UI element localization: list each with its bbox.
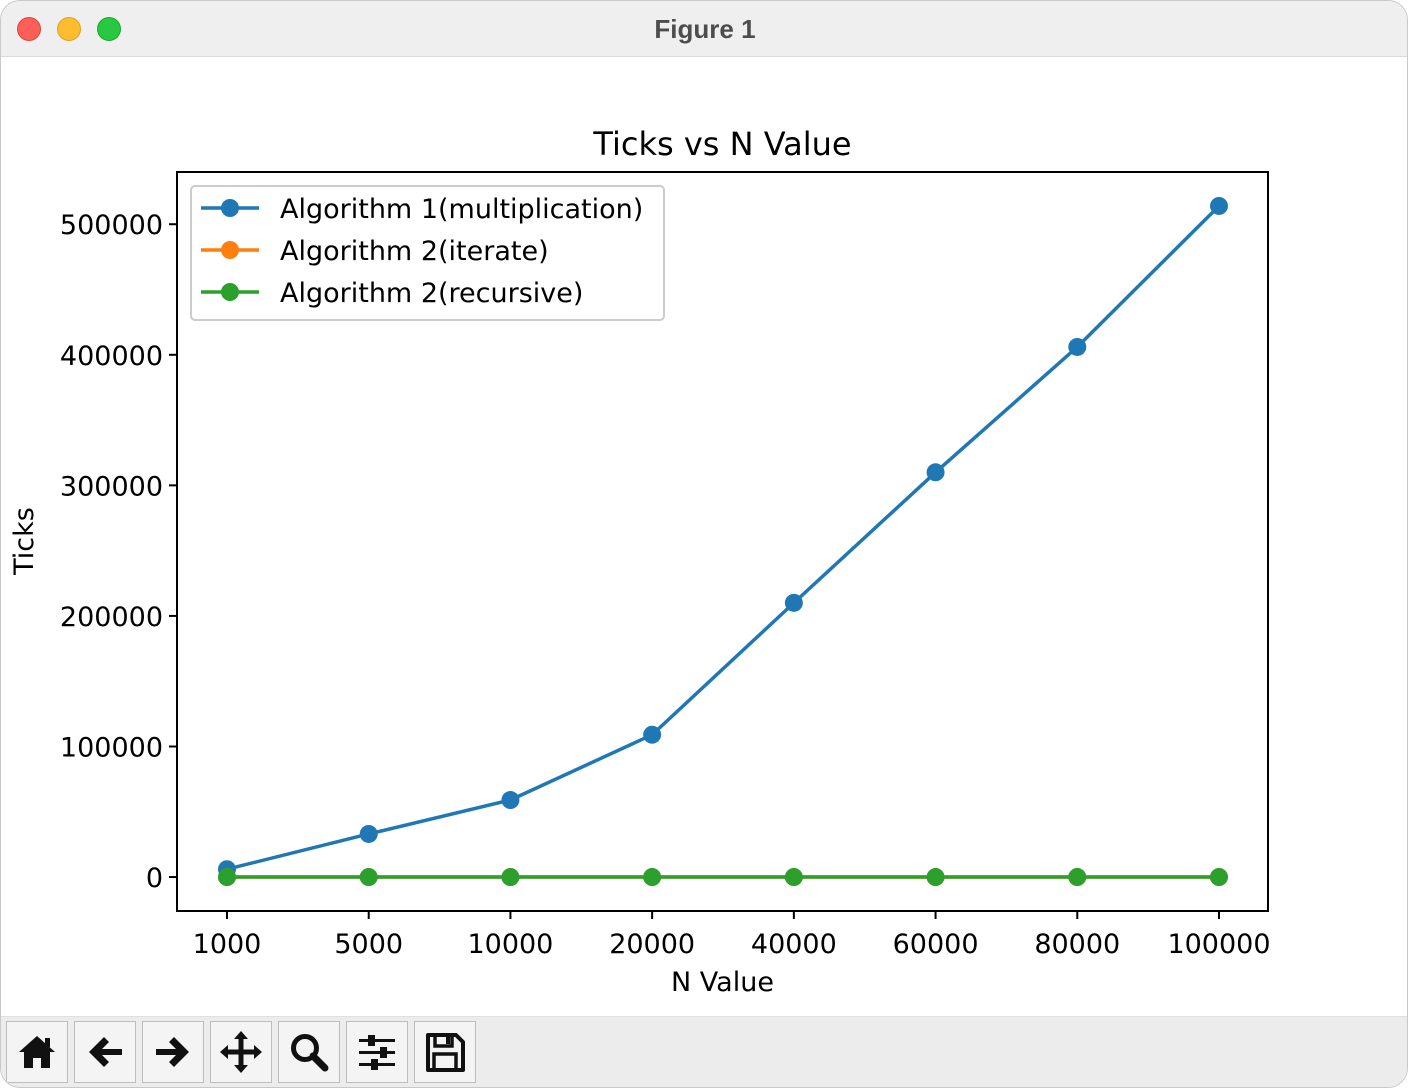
navigation-toolbar <box>1 1016 1407 1087</box>
y-tick-label: 200000 <box>60 602 163 633</box>
data-point <box>1210 868 1228 887</box>
y-tick-label: 0 <box>146 863 163 894</box>
line-chart: 1000 5000 10000 20000 40000 60000 80000 100000 … <box>9 125 1271 998</box>
pan-button[interactable] <box>210 1021 272 1083</box>
y-axis-label: Ticks <box>9 507 40 576</box>
legend-marker <box>221 283 239 301</box>
x-tick-label: 10000 <box>467 929 553 960</box>
save-button[interactable] <box>414 1021 476 1083</box>
zoom-window-button[interactable] <box>97 17 121 41</box>
legend-marker <box>221 199 239 217</box>
home-button[interactable] <box>6 1021 68 1083</box>
data-point <box>784 593 803 612</box>
y-tick-label: 100000 <box>60 732 163 763</box>
legend-label: Algorithm 2(recursive) <box>280 278 583 309</box>
configure-subplots-button[interactable] <box>346 1021 408 1083</box>
zoom-button[interactable] <box>278 1021 340 1083</box>
y-tick-label: 400000 <box>60 341 163 372</box>
sliders-icon <box>359 1035 395 1070</box>
legend-entry: Algorithm 2(recursive) <box>201 278 583 309</box>
series-layer <box>218 196 1228 887</box>
data-point <box>643 725 662 744</box>
y-tick-label: 300000 <box>60 471 163 502</box>
home-icon <box>19 1036 55 1068</box>
data-point <box>1068 337 1087 356</box>
plot-frame <box>176 171 1269 912</box>
back-button[interactable] <box>74 1021 136 1083</box>
chart-legend: Algorithm 1(multiplication) Algorithm 2(i… <box>190 185 665 321</box>
move-icon <box>220 1031 262 1073</box>
figure-canvas[interactable]: 1000 5000 10000 20000 40000 60000 80000 100000 … <box>1 58 1407 1016</box>
x-axis-label: N Value <box>671 967 774 998</box>
legend-entry: Algorithm 2(iterate) <box>201 236 549 267</box>
x-tick-label: 40000 <box>751 929 837 960</box>
x-tick-label: 80000 <box>1034 929 1120 960</box>
legend-entry: Algorithm 1(multiplication) <box>201 194 643 225</box>
data-point <box>1210 196 1228 215</box>
series-line <box>226 204 1221 871</box>
legend-marker <box>221 241 239 259</box>
close-window-button[interactable] <box>17 17 41 41</box>
x-tick-label: 100000 <box>1167 929 1270 960</box>
y-tick-label: 500000 <box>60 210 163 241</box>
forward-button[interactable] <box>142 1021 204 1083</box>
legend-label: Algorithm 1(multiplication) <box>280 194 643 225</box>
data-point <box>359 868 378 887</box>
window-title: Figure 1 <box>654 14 756 44</box>
x-tick-label: 20000 <box>609 929 695 960</box>
title-bar: Figure 1 <box>1 1 1407 57</box>
legend-box <box>190 185 665 321</box>
arrow-right-icon <box>156 1037 189 1067</box>
series-3 <box>218 868 1228 887</box>
data-point <box>643 868 662 887</box>
y-axis: 0 100000 200000 300000 400000 500000 <box>60 210 177 894</box>
data-point <box>359 824 378 843</box>
data-point <box>926 868 945 887</box>
data-point <box>501 791 520 810</box>
x-tick-label: 60000 <box>893 929 979 960</box>
legend-label: Algorithm 2(iterate) <box>280 236 549 267</box>
x-tick-label: 5000 <box>334 929 403 960</box>
floppy-disk-icon <box>426 1033 465 1072</box>
x-tick-label: 1000 <box>193 929 262 960</box>
data-point <box>784 868 803 887</box>
chart-title: Ticks vs N Value <box>592 125 851 163</box>
x-axis: 1000 5000 10000 20000 40000 60000 80000 100000 <box>193 911 1271 960</box>
data-point <box>1068 868 1087 887</box>
data-point <box>218 868 236 887</box>
arrow-left-icon <box>89 1037 122 1067</box>
series-1 <box>218 196 1228 879</box>
data-point <box>926 463 945 482</box>
minimize-window-button[interactable] <box>57 17 81 41</box>
magnifier-icon <box>291 1034 329 1072</box>
data-point <box>501 868 520 887</box>
